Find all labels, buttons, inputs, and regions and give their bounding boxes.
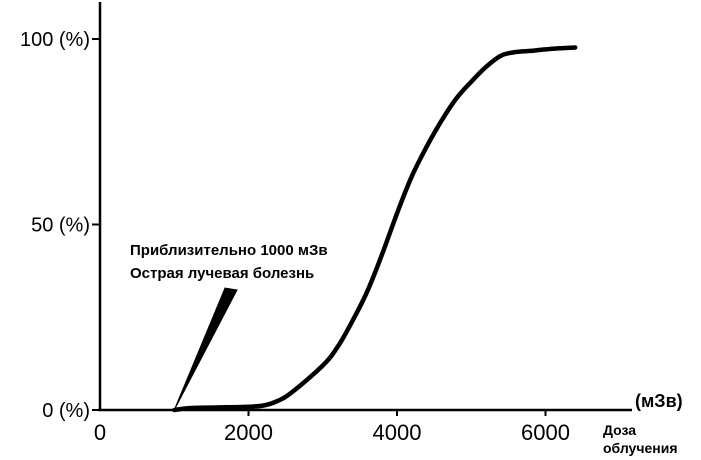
axes [98, 2, 632, 412]
y-ticks: 0 (%) 50 (%) 100 (%) [20, 29, 100, 422]
annotation-line-1: Приблизительно 1000 мЗв [130, 242, 328, 259]
x-axis-label-line-2: облучения [603, 440, 678, 456]
y-tick-label: 100 (%) [20, 29, 90, 51]
x-ticks: 0 2000 4000 6000 [94, 410, 570, 445]
annotation-line-2: Острая лучевая болезнь [130, 265, 314, 282]
series-line-dose-response [172, 45, 578, 413]
x-tick-label: 6000 [521, 420, 570, 445]
y-tick-label: 0 (%) [42, 400, 90, 422]
x-axis-unit: (мЗв) [635, 391, 683, 411]
x-tick-label: 4000 [373, 420, 422, 445]
x-tick-label: 2000 [224, 420, 273, 445]
annotation-arrow [173, 287, 238, 411]
x-axis-label-line-1: Доза [603, 422, 636, 438]
y-tick-label: 50 (%) [31, 215, 90, 237]
x-tick-label: 0 [94, 420, 106, 445]
